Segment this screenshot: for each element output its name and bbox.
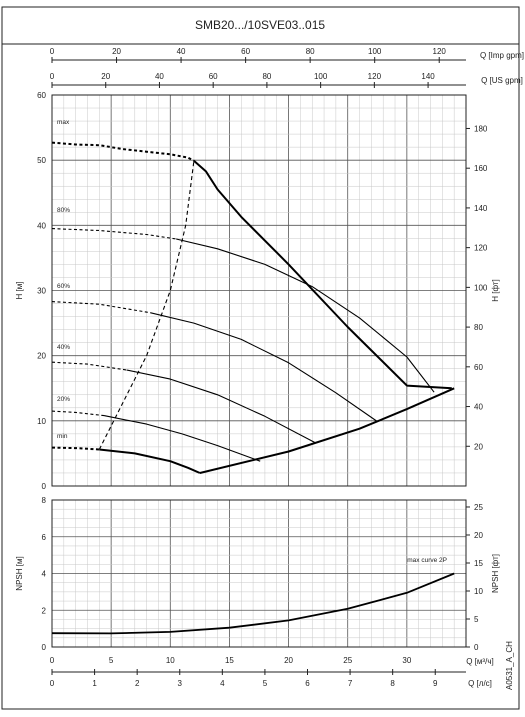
text-layer: 0 20 40 60 80 100 120 Q [Imp gpm]0 20 40 60 80 100 12… bbox=[15, 47, 524, 688]
ls-tick-label: 0 bbox=[50, 679, 55, 688]
curve-80% bbox=[176, 238, 435, 393]
x-axis-label: Q [м³/ч] bbox=[466, 657, 493, 666]
top-axis-tick-label: 100 bbox=[314, 72, 328, 81]
series-layer bbox=[51, 141, 455, 635]
ls-tick-label: 4 bbox=[220, 679, 225, 688]
npsh-plot-frame bbox=[51, 499, 467, 648]
head-right-tick-label: 180 bbox=[474, 124, 488, 133]
curve-dashed-min-flow bbox=[98, 160, 195, 450]
axes bbox=[51, 57, 470, 675]
top-axis-tick-label: 100 bbox=[368, 47, 382, 56]
ls-tick-label: 8 bbox=[390, 679, 395, 688]
head-plot-frame bbox=[51, 94, 467, 487]
curve-label: 40% bbox=[57, 344, 70, 351]
curve-label: min bbox=[57, 433, 68, 440]
npsh-curve bbox=[51, 572, 455, 635]
head-y-label-right: H [фт] bbox=[491, 279, 500, 302]
curve-max bbox=[193, 160, 452, 390]
chart-code: A0531_A_CH bbox=[505, 641, 514, 690]
top-axis-tick-label: 80 bbox=[306, 47, 315, 56]
ls-tick-label: 5 bbox=[263, 679, 268, 688]
top-axis-tick-label: 120 bbox=[433, 47, 447, 56]
head-y-tick-label: 50 bbox=[37, 156, 46, 165]
npsh-y-tick-label: 2 bbox=[42, 606, 47, 615]
head-y-tick-label: 20 bbox=[37, 352, 46, 361]
curve-40% bbox=[126, 369, 317, 444]
x-tick-label: 0 bbox=[50, 656, 55, 665]
top-axis-tick-label: 60 bbox=[241, 47, 250, 56]
ls-tick-label: 2 bbox=[135, 679, 140, 688]
npsh-right-tick-label: 20 bbox=[474, 531, 483, 540]
curve-20% bbox=[103, 415, 261, 462]
x-tick-label: 25 bbox=[343, 656, 352, 665]
head-y-tick-label: 10 bbox=[37, 417, 46, 426]
top-axis-tick-label: 20 bbox=[101, 72, 110, 81]
top-axis-label: Q [US gpm] bbox=[481, 76, 523, 85]
head-y-tick-label: 30 bbox=[37, 287, 46, 296]
head-right-tick-label: 20 bbox=[474, 442, 483, 451]
head-y-tick-label: 60 bbox=[37, 91, 46, 100]
npsh-right-tick-label: 0 bbox=[474, 643, 479, 652]
npsh-y-tick-label: 6 bbox=[42, 533, 47, 542]
head-right-tick-label: 100 bbox=[474, 283, 488, 292]
grid bbox=[52, 95, 466, 647]
ls-tick-label: 3 bbox=[178, 679, 183, 688]
npsh-right-tick-label: 5 bbox=[474, 615, 479, 624]
curve-label: 60% bbox=[57, 283, 70, 290]
x-tick-label: 5 bbox=[109, 656, 114, 665]
ls-tick-label: 9 bbox=[433, 679, 438, 688]
curve-limit bbox=[199, 387, 455, 474]
chart-title: SMB20.../10SVE03..015 bbox=[195, 18, 325, 32]
ls-tick-label: 1 bbox=[92, 679, 97, 688]
head-y-tick-label: 40 bbox=[37, 221, 46, 230]
outer-frame bbox=[1, 6, 520, 710]
head-right-tick-label: 140 bbox=[474, 204, 488, 213]
ls-tick-label: 7 bbox=[348, 679, 353, 688]
x-tick-label: 15 bbox=[225, 656, 234, 665]
curve-60% bbox=[150, 312, 378, 422]
top-axis-tick-label: 40 bbox=[177, 47, 186, 56]
curve-label: max bbox=[57, 119, 70, 126]
top-axis-tick-label: 140 bbox=[421, 72, 435, 81]
top-axis-tick-label: 60 bbox=[209, 72, 218, 81]
top-axis-tick-label: 0 bbox=[50, 72, 55, 81]
head-y-label: H [м] bbox=[15, 282, 24, 300]
npsh-curve-label: max curve 2P bbox=[407, 557, 447, 564]
x-tick-label: 30 bbox=[402, 656, 411, 665]
npsh-y-tick-label: 8 bbox=[42, 496, 47, 505]
curve-dashed-max bbox=[51, 141, 195, 162]
x-tick-label: 10 bbox=[166, 656, 175, 665]
curve-dashed-min bbox=[51, 446, 100, 451]
curve-dashed-20% bbox=[51, 410, 105, 417]
npsh-y-tick-label: 4 bbox=[42, 570, 47, 579]
top-axis-label: Q [Imp gpm] bbox=[480, 51, 524, 60]
top-axis-tick-label: 0 bbox=[50, 47, 55, 56]
top-axis-tick-label: 80 bbox=[262, 72, 271, 81]
x-tick-label: 20 bbox=[284, 656, 293, 665]
curve-dashed-80% bbox=[51, 228, 177, 240]
ls-axis-label: Q [л/с] bbox=[468, 679, 492, 688]
head-right-tick-label: 120 bbox=[474, 244, 488, 253]
npsh-right-tick-label: 15 bbox=[474, 559, 483, 568]
curve-min bbox=[99, 448, 201, 474]
top-axis-tick-label: 40 bbox=[155, 72, 164, 81]
curve-dashed-60% bbox=[51, 301, 151, 314]
top-axis-tick-label: 120 bbox=[368, 72, 382, 81]
head-right-tick-label: 80 bbox=[474, 323, 483, 332]
ls-tick-label: 6 bbox=[305, 679, 310, 688]
curve-dashed-40% bbox=[51, 361, 127, 371]
head-right-tick-label: 60 bbox=[474, 363, 483, 372]
curve-label: 20% bbox=[57, 396, 70, 403]
npsh-y-label: NPSH [м] bbox=[15, 556, 24, 590]
npsh-right-tick-label: 10 bbox=[474, 587, 483, 596]
head-right-tick-label: 160 bbox=[474, 164, 488, 173]
curve-label: 80% bbox=[57, 207, 70, 214]
head-y-tick-label: 0 bbox=[42, 482, 47, 491]
npsh-y-tick-label: 0 bbox=[42, 643, 47, 652]
head-right-tick-label: 40 bbox=[474, 403, 483, 412]
top-axis-tick-label: 20 bbox=[112, 47, 121, 56]
npsh-right-tick-label: 25 bbox=[474, 503, 483, 512]
npsh-y-label-right: NPSH [фт] bbox=[491, 554, 500, 593]
